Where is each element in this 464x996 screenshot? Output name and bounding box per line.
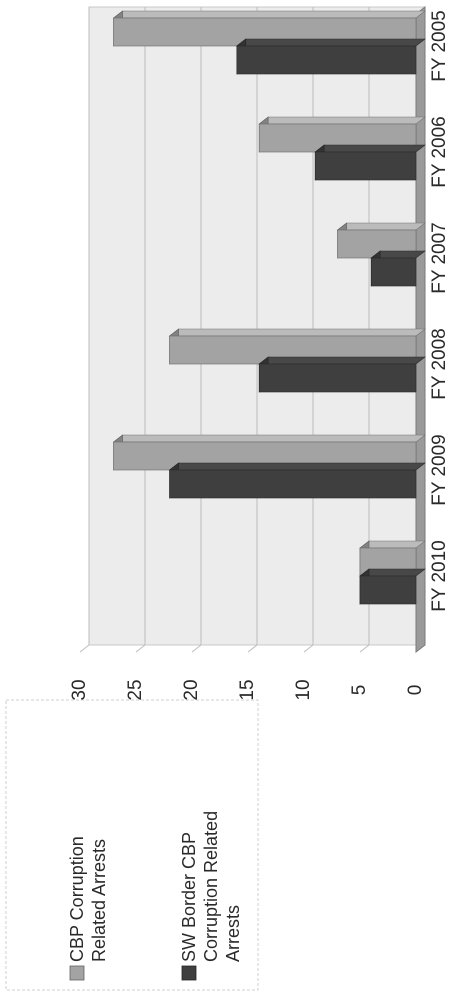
x-tick-label: FY 2009 bbox=[429, 434, 450, 505]
bar bbox=[314, 144, 426, 181]
gridline-diagonal bbox=[191, 644, 202, 653]
legend-label: Corruption Related bbox=[201, 811, 221, 962]
bar-side bbox=[112, 10, 426, 19]
y-tick-label: 10 bbox=[293, 679, 314, 700]
legend-label: Related Arrests bbox=[89, 839, 109, 962]
bar bbox=[168, 462, 426, 499]
bar-side bbox=[235, 38, 426, 47]
bar-face bbox=[359, 575, 417, 605]
y-tick-label: 15 bbox=[237, 679, 258, 700]
bar-face bbox=[236, 45, 417, 75]
y-tick-label: 20 bbox=[181, 679, 202, 700]
gridline-diagonal bbox=[247, 644, 258, 653]
y-tick-label: 25 bbox=[125, 679, 146, 700]
bar-side bbox=[258, 356, 426, 365]
bar-side bbox=[336, 222, 426, 231]
bar-side bbox=[112, 434, 426, 443]
gridline-diagonal bbox=[135, 644, 146, 653]
bar-face bbox=[258, 363, 417, 393]
bar bbox=[359, 568, 426, 605]
legend-swatch bbox=[181, 965, 197, 981]
bar-face bbox=[314, 151, 417, 181]
bar-side bbox=[359, 540, 426, 549]
bar-side bbox=[258, 116, 426, 125]
bar bbox=[370, 250, 426, 287]
bar bbox=[258, 356, 426, 393]
x-tick-label: FY 2010 bbox=[429, 540, 450, 611]
gridline-diagonal bbox=[303, 644, 314, 653]
x-tick-label: FY 2006 bbox=[429, 116, 450, 187]
x-tick-label: FY 2008 bbox=[429, 328, 450, 399]
y-tick-label: 30 bbox=[69, 679, 90, 700]
bar-face bbox=[370, 257, 417, 287]
legend-label: Arrests bbox=[223, 905, 243, 962]
bar-side bbox=[359, 568, 426, 577]
bar bbox=[235, 38, 426, 75]
legend-label: CBP Corruption bbox=[67, 836, 87, 962]
y-tick-label: 0 bbox=[405, 685, 426, 696]
legend-box bbox=[5, 699, 259, 991]
gridline-diagonal bbox=[79, 644, 90, 653]
bar-face bbox=[169, 469, 417, 499]
legend-label: SW Border CBP bbox=[179, 832, 199, 962]
x-tick-label: FY 2007 bbox=[429, 222, 450, 293]
gridline-diagonal bbox=[359, 644, 370, 653]
bar-side bbox=[168, 328, 426, 337]
x-tick-label: FY 2005 bbox=[429, 10, 450, 81]
bar-side bbox=[314, 144, 426, 153]
bar-side bbox=[168, 462, 426, 471]
legend-swatch bbox=[69, 965, 85, 981]
y-tick-label: 5 bbox=[349, 685, 370, 696]
